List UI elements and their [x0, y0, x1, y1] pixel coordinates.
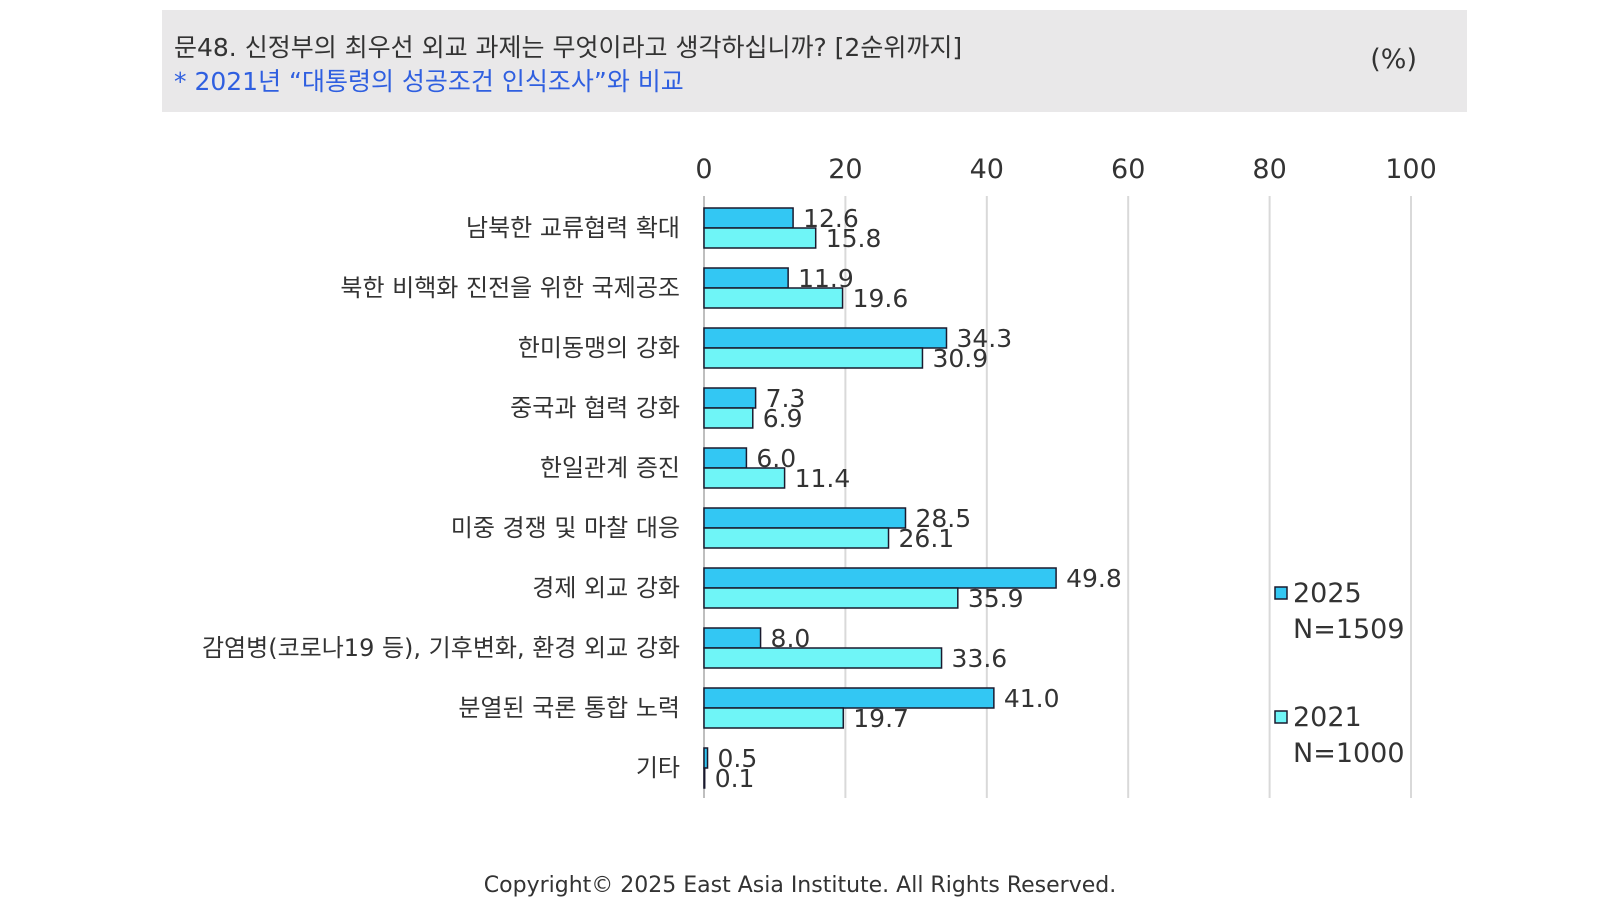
bar-2021: [703, 767, 706, 789]
bar-2025: [703, 627, 762, 649]
unit-label: (%): [1370, 44, 1417, 75]
data-label-2021: 26.1: [899, 524, 955, 553]
category-label: 중국과 협력 강화: [510, 394, 680, 422]
question-subtitle: * 2021년 “대통령의 성공조건 인식조사”와 비교: [174, 67, 684, 96]
legend-note-2021: N=1000: [1293, 738, 1405, 769]
question-header: 문48. 신정부의 최우선 외교 과제는 무엇이라고 생각하십니까? [2순위까…: [162, 10, 1467, 112]
data-label-2021: 19.6: [853, 284, 909, 313]
bar-2025: [703, 327, 948, 349]
legend-note-2025: N=1509: [1293, 614, 1405, 645]
category-label: 기타: [636, 754, 680, 782]
bar-2025: [703, 207, 794, 229]
data-label-2025: 49.8: [1066, 564, 1122, 593]
category-label: 미중 경쟁 및 마찰 대응: [451, 514, 680, 542]
bar-2025: [703, 447, 748, 469]
question-title: 문48. 신정부의 최우선 외교 과제는 무엇이라고 생각하십니까? [2순위까…: [174, 33, 963, 62]
category-label: 북한 비핵화 진전을 위한 국제공조: [340, 274, 680, 302]
data-label-2021: 6.9: [763, 404, 803, 433]
data-label-2021: 15.8: [826, 224, 882, 253]
x-tick-label: 20: [828, 154, 862, 185]
data-label-2021: 11.4: [795, 464, 851, 493]
legend-swatch-2021: [1274, 710, 1288, 724]
legend-swatch-2025: [1274, 586, 1288, 600]
data-label-2025: 34.3: [957, 324, 1013, 353]
bar-2025: [703, 687, 995, 709]
bar-2021: [703, 287, 844, 309]
data-label-2021: 33.6: [952, 644, 1008, 673]
data-label-2025: 28.5: [915, 504, 971, 533]
category-label: 감염병(코로나19 등), 기후변화, 환경 외교 강화: [202, 634, 680, 662]
bar-2025: [703, 387, 757, 409]
data-label-2021: 19.7: [853, 704, 909, 733]
legend-label-2025: 2025: [1293, 578, 1362, 609]
category-label: 한미동맹의 강화: [518, 334, 680, 362]
category-label: 분열된 국론 통합 노력: [458, 694, 680, 722]
category-label: 경제 외교 강화: [532, 574, 680, 602]
bar-2021: [703, 527, 890, 549]
copyright-text: Copyright© 2025 East Asia Institute. All…: [483, 873, 1117, 898]
legend-label-2021: 2021: [1293, 702, 1362, 733]
data-label-2025: 41.0: [1004, 684, 1060, 713]
category-label: 남북한 교류협력 확대: [466, 214, 680, 242]
bar-2021: [703, 647, 943, 669]
data-label-2021: 35.9: [968, 584, 1024, 613]
bar-2021: [703, 407, 754, 429]
category-label: 한일관계 증진: [540, 454, 680, 482]
bar-2021: [703, 707, 845, 729]
data-label-2025: 0.5: [718, 744, 758, 773]
bar-2025: [703, 507, 907, 529]
data-label-2021: 30.9: [932, 344, 988, 373]
bar-2021: [703, 587, 959, 609]
data-label-2025: 7.3: [766, 384, 806, 413]
bar-2021: [703, 227, 817, 249]
x-tick-label: 80: [1252, 154, 1286, 185]
bar-2021: [703, 467, 786, 489]
bar-2025: [703, 747, 709, 769]
data-label-2021: 0.1: [715, 764, 755, 793]
bar-2021: [703, 347, 924, 369]
x-tick-label: 0: [695, 154, 712, 185]
bar-2025: [703, 267, 789, 289]
x-tick-label: 40: [970, 154, 1004, 185]
x-tick-label: 60: [1111, 154, 1145, 185]
x-tick-label: 100: [1385, 154, 1437, 185]
